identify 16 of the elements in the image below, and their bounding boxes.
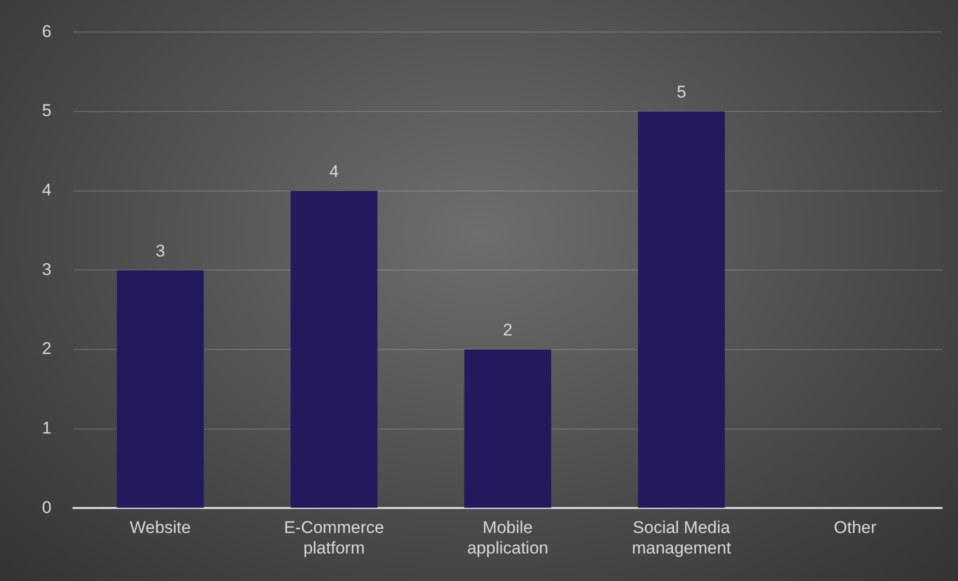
y-tick-label: 4 [42, 180, 52, 200]
y-tick-label: 1 [42, 418, 52, 438]
data-label: 3 [156, 241, 166, 260]
data-label: 2 [502, 320, 512, 340]
y-tick-label: 5 [42, 101, 52, 120]
y-tick-label: 2 [42, 339, 52, 358]
y-tick-label: 3 [42, 260, 52, 279]
data-label: 4 [329, 162, 339, 182]
y-tick-label: 0 [42, 498, 52, 517]
x-tick-label: Mobile application [467, 518, 548, 558]
x-tick-label: E-Commerce platform [284, 518, 384, 558]
data-label: 5 [676, 82, 686, 102]
x-tick-label: Social Media management [632, 518, 732, 558]
y-tick-label: 6 [42, 22, 52, 41]
x-tick-label: Other [834, 518, 877, 538]
x-tick-label: Website [130, 518, 191, 538]
